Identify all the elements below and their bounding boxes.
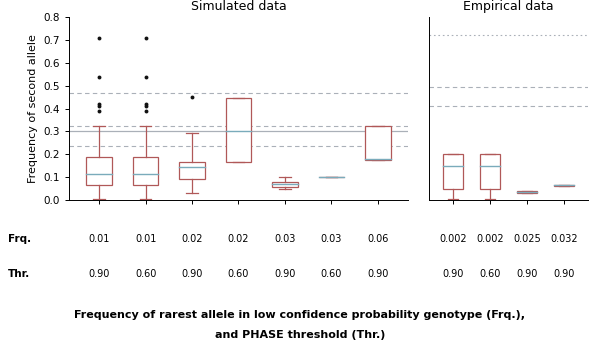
Text: 0.02: 0.02 bbox=[228, 234, 249, 245]
Text: 0.90: 0.90 bbox=[517, 268, 538, 279]
Text: Frq.: Frq. bbox=[8, 234, 31, 245]
Text: 0.02: 0.02 bbox=[181, 234, 203, 245]
Bar bbox=[365, 126, 391, 160]
Text: 0.90: 0.90 bbox=[367, 268, 389, 279]
Text: 0.025: 0.025 bbox=[513, 234, 541, 245]
Text: 0.90: 0.90 bbox=[553, 268, 575, 279]
Bar bbox=[554, 185, 574, 186]
Bar bbox=[443, 154, 463, 189]
Text: 0.90: 0.90 bbox=[442, 268, 464, 279]
Bar bbox=[179, 162, 205, 180]
Text: 0.06: 0.06 bbox=[367, 234, 389, 245]
Text: 0.90: 0.90 bbox=[274, 268, 296, 279]
Bar bbox=[226, 98, 251, 162]
Title: Simulated data: Simulated data bbox=[191, 0, 286, 13]
Text: 0.60: 0.60 bbox=[479, 268, 500, 279]
Text: 0.03: 0.03 bbox=[274, 234, 296, 245]
Text: 0.01: 0.01 bbox=[88, 234, 110, 245]
Bar bbox=[272, 182, 298, 187]
Text: 0.90: 0.90 bbox=[181, 268, 203, 279]
Text: 0.002: 0.002 bbox=[476, 234, 504, 245]
Text: 0.002: 0.002 bbox=[439, 234, 467, 245]
Text: and PHASE threshold (Thr.): and PHASE threshold (Thr.) bbox=[215, 330, 385, 340]
Bar bbox=[133, 157, 158, 185]
Text: Thr.: Thr. bbox=[8, 268, 30, 279]
Title: Empirical data: Empirical data bbox=[463, 0, 554, 13]
Text: 0.60: 0.60 bbox=[320, 268, 342, 279]
Bar bbox=[86, 157, 112, 185]
Text: 0.032: 0.032 bbox=[550, 234, 578, 245]
Text: 0.60: 0.60 bbox=[228, 268, 249, 279]
Text: 0.60: 0.60 bbox=[135, 268, 157, 279]
Text: 0.03: 0.03 bbox=[320, 234, 342, 245]
Text: 0.01: 0.01 bbox=[135, 234, 157, 245]
Bar bbox=[517, 191, 537, 193]
Bar bbox=[480, 154, 500, 189]
Text: 0.90: 0.90 bbox=[88, 268, 110, 279]
Text: Frequency of rarest allele in low confidence probability genotype (Frq.),: Frequency of rarest allele in low confid… bbox=[74, 310, 526, 320]
Y-axis label: Frequency of second allele: Frequency of second allele bbox=[28, 34, 38, 183]
